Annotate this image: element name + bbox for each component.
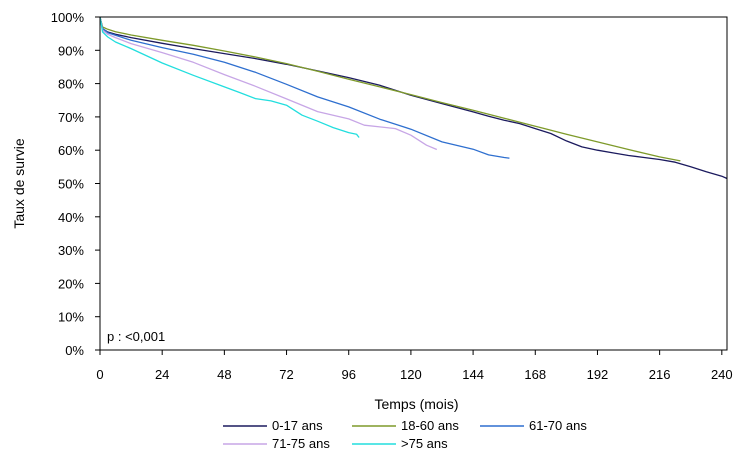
y-tick-label: 20% [58, 276, 84, 291]
x-tick-label: 192 [587, 367, 609, 382]
x-tick-label: 216 [649, 367, 671, 382]
y-tick-label: 0% [65, 343, 84, 358]
legend-label-18-60-ans: 18-60 ans [401, 418, 459, 433]
y-axis-title: Taux de survie [11, 138, 27, 228]
y-tick-label: 40% [58, 210, 84, 225]
legend-label-71-75-ans: 71-75 ans [272, 436, 330, 451]
x-tick-label: 0 [96, 367, 103, 382]
y-tick-label: 50% [58, 177, 84, 192]
series-line-0-17-ans [99, 16, 728, 180]
x-tick-label: 120 [400, 367, 422, 382]
legend-label-0-17-ans: 0-17 ans [272, 418, 323, 433]
legend-label-gt75-ans: >75 ans [401, 436, 448, 451]
y-tick-label: 100% [51, 10, 85, 25]
series-line-18-60-ans [99, 16, 681, 162]
y-axis: 0% 10% 20% 30% 40% 50% 60% 70% 80% 90% 100% [51, 10, 100, 358]
x-tick-label: 96 [341, 367, 355, 382]
series-line-71-75-ans [99, 16, 438, 151]
y-tick-label: 80% [58, 77, 84, 92]
series-layer [99, 16, 728, 180]
x-axis: 0 24 48 72 96 120 144 168 192 216 240 [96, 350, 733, 382]
y-tick-label: 70% [58, 110, 84, 125]
plot-frame [99, 16, 728, 351]
x-tick-label: 48 [217, 367, 231, 382]
x-tick-label: 168 [524, 367, 546, 382]
y-tick-label: 60% [58, 143, 84, 158]
x-tick-label: 24 [155, 367, 169, 382]
p-value-annotation: p : <0,001 [107, 329, 165, 344]
x-tick-label: 72 [279, 367, 293, 382]
x-tick-label: 240 [711, 367, 733, 382]
legend: 0-17 ans 18-60 ans 61-70 ans 71-75 ans >75 a… [223, 418, 587, 451]
series-line-61-70-ans [99, 16, 510, 159]
x-axis-title: Temps (mois) [374, 396, 458, 412]
x-tick-label: 144 [462, 367, 484, 382]
y-tick-label: 10% [58, 310, 84, 325]
y-tick-label: 30% [58, 243, 84, 258]
legend-label-61-70-ans: 61-70 ans [529, 418, 587, 433]
y-tick-label: 90% [58, 43, 84, 58]
series-line-gt75-ans [99, 16, 360, 138]
